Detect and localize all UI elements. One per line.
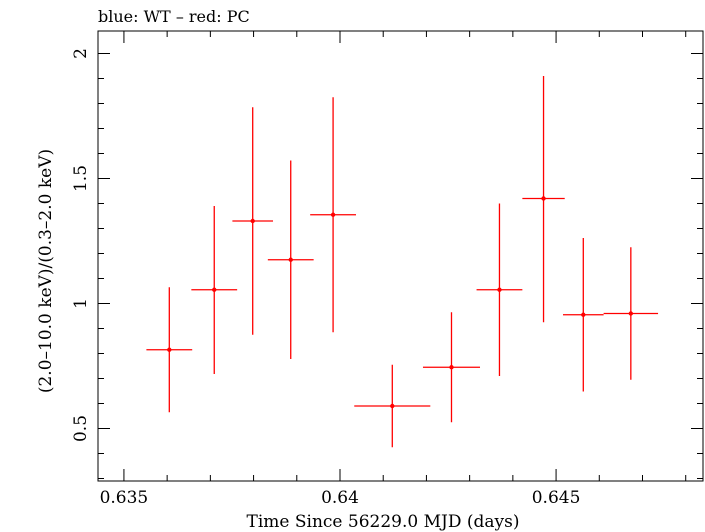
- point-marker: [497, 287, 502, 292]
- data-point: [476, 203, 523, 376]
- data-point: [522, 76, 565, 323]
- tick-labels: 0.635 0.64 0.645 0.5 1 1.5 2: [71, 48, 580, 508]
- data-point: [603, 247, 659, 380]
- point-marker: [541, 196, 546, 201]
- x-axis-title: Time Since 56229.0 MJD (days): [247, 512, 520, 532]
- y-tick-label: 2: [71, 48, 91, 59]
- point-marker: [250, 218, 255, 224]
- data-point: [310, 97, 356, 333]
- y-tick-label: 0.5: [71, 415, 91, 442]
- y-axis-title: (2.0–10.0 keV)/(0.3–2.0 keV): [36, 149, 56, 393]
- data-point: [562, 238, 604, 392]
- x-tick-label: 0.645: [532, 488, 581, 508]
- data-point: [232, 107, 274, 335]
- point-marker: [449, 365, 454, 370]
- data-series: [146, 76, 659, 448]
- chart-title: blue: WT – red: PC: [98, 7, 250, 26]
- data-point: [191, 206, 238, 374]
- point-marker: [330, 212, 336, 217]
- x-tick-label: 0.64: [321, 488, 359, 508]
- point-marker: [212, 287, 217, 292]
- point-marker: [288, 257, 293, 262]
- y-tick-label: 1.5: [71, 165, 91, 192]
- data-point: [354, 364, 431, 448]
- y-tick-label: 1: [71, 298, 91, 309]
- point-marker: [167, 347, 172, 352]
- point-marker: [581, 312, 586, 317]
- point-marker: [390, 403, 395, 409]
- plot-frame: [97, 30, 704, 482]
- data-point: [146, 287, 193, 413]
- x-tick-label: 0.635: [100, 488, 149, 508]
- data-point: [422, 312, 481, 423]
- data-point: [267, 160, 314, 359]
- point-marker: [628, 311, 634, 316]
- axis-ticks: [98, 31, 703, 481]
